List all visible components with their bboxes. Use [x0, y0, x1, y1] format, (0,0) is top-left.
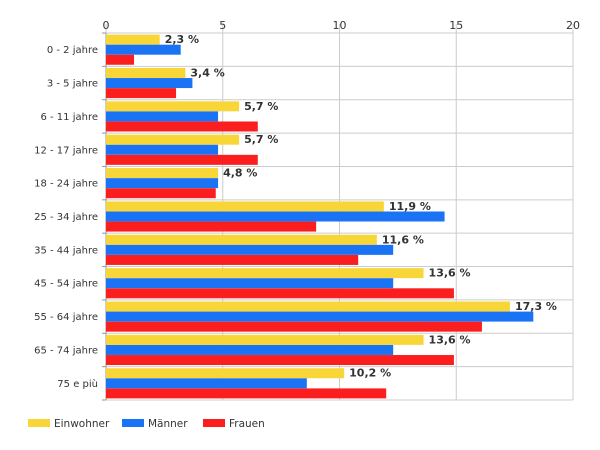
- x-tick-label: 10: [333, 19, 347, 32]
- bar-einwohner: [106, 67, 186, 78]
- bar-frauen: [106, 254, 359, 265]
- x-tick-label: 5: [219, 19, 226, 32]
- y-tick-label: 65 - 74 jahre: [34, 345, 98, 356]
- bar-einwohner: [106, 201, 384, 212]
- data-label: 5,7 %: [244, 100, 278, 113]
- y-tick-label: 25 - 34 jahre: [34, 212, 98, 223]
- y-tick-label: 75 e più: [57, 378, 98, 390]
- data-label: 13,6 %: [429, 333, 471, 346]
- bar-einwohner: [106, 368, 345, 379]
- y-tick-label: 55 - 64 jahre: [34, 312, 98, 323]
- bar-einwohner: [106, 334, 424, 345]
- bar-einwohner: [106, 34, 160, 45]
- data-label: 3,4 %: [190, 66, 224, 79]
- data-labels: 2,3 % 3,4 % 5,7 % 5,7 % 4,8 % 11,9 % 11,6 % 13,…: [165, 33, 557, 380]
- bar-m-nner: [106, 78, 193, 89]
- legend-swatch: [28, 419, 50, 427]
- y-tick-label: 18 - 24 jahre: [34, 179, 98, 190]
- bar-frauen: [106, 154, 258, 165]
- bar-frauen: [106, 321, 482, 332]
- x-tick-label: 15: [449, 19, 463, 32]
- bar-m-nner: [106, 311, 534, 322]
- x-axis-ticks: 0 5 10 15 20: [103, 19, 581, 32]
- data-label: 13,6 %: [429, 267, 471, 280]
- bar-einwohner: [106, 168, 219, 179]
- y-tick-label: 12 - 17 jahre: [34, 145, 98, 156]
- bar-frauen: [106, 288, 454, 299]
- legend: Einwohner Männer Frauen: [28, 418, 265, 430]
- bar-einwohner: [106, 134, 240, 145]
- bar-frauen: [106, 88, 177, 99]
- bars: [106, 34, 534, 399]
- legend-swatch: [203, 419, 225, 427]
- bar-einwohner: [106, 301, 510, 312]
- bar-frauen: [106, 188, 216, 199]
- bar-frauen: [106, 221, 317, 232]
- bar-frauen: [106, 388, 387, 399]
- bar-einwohner: [106, 101, 240, 112]
- bar-m-nner: [106, 278, 394, 289]
- y-tick-label: 6 - 11 jahre: [40, 112, 98, 123]
- legend-label: Einwohner: [54, 418, 110, 430]
- legend-label: Frauen: [229, 418, 265, 430]
- bar-m-nner: [106, 244, 394, 255]
- y-tick-label: 3 - 5 jahre: [47, 79, 98, 90]
- y-axis-ticks: 0 - 2 jahre 3 - 5 jahre 6 - 11 jahre 12 - 1…: [34, 45, 98, 390]
- y-tick-label: 45 - 54 jahre: [34, 279, 98, 290]
- bar-einwohner: [106, 234, 377, 245]
- bar-m-nner: [106, 178, 219, 189]
- legend-label: Männer: [148, 418, 188, 430]
- data-label: 17,3 %: [515, 300, 557, 313]
- grid-lines: [102, 24, 574, 401]
- data-label: 11,6 %: [382, 233, 424, 246]
- legend-swatch: [122, 419, 144, 427]
- x-tick-label: 0: [103, 19, 110, 32]
- data-label: 2,3 %: [165, 33, 199, 46]
- y-tick-label: 35 - 44 jahre: [34, 245, 98, 256]
- bar-einwohner: [106, 268, 424, 279]
- bar-m-nner: [106, 111, 219, 122]
- y-tick-label: 0 - 2 jahre: [47, 45, 98, 56]
- x-tick-label: 20: [566, 19, 580, 32]
- data-label: 4,8 %: [223, 167, 257, 180]
- bar-m-nner: [106, 144, 219, 155]
- bar-m-nner: [106, 344, 394, 355]
- data-label: 10,2 %: [349, 367, 391, 380]
- bar-frauen: [106, 355, 454, 366]
- bar-frauen: [106, 121, 258, 132]
- data-label: 11,9 %: [389, 200, 431, 213]
- bar-m-nner: [106, 378, 307, 389]
- bar-m-nner: [106, 211, 445, 222]
- bar-m-nner: [106, 44, 181, 55]
- data-label: 5,7 %: [244, 133, 278, 146]
- bar-frauen: [106, 54, 135, 65]
